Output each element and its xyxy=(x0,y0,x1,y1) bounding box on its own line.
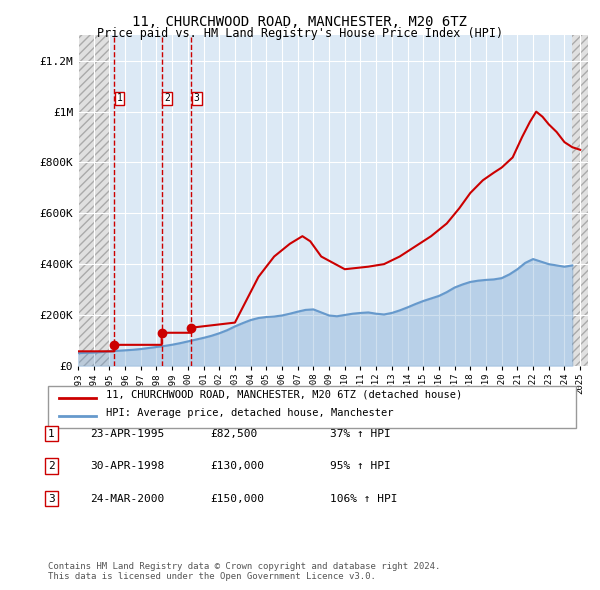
Text: 11, CHURCHWOOD ROAD, MANCHESTER, M20 6TZ: 11, CHURCHWOOD ROAD, MANCHESTER, M20 6TZ xyxy=(133,15,467,29)
Text: 3: 3 xyxy=(48,494,55,503)
Text: HPI: Average price, detached house, Manchester: HPI: Average price, detached house, Manc… xyxy=(106,408,394,418)
Text: 11, CHURCHWOOD ROAD, MANCHESTER, M20 6TZ (detached house): 11, CHURCHWOOD ROAD, MANCHESTER, M20 6TZ… xyxy=(106,389,463,399)
Text: £150,000: £150,000 xyxy=(210,494,264,503)
Text: 2: 2 xyxy=(164,93,170,103)
Text: 106% ↑ HPI: 106% ↑ HPI xyxy=(330,494,398,503)
Text: £130,000: £130,000 xyxy=(210,461,264,471)
Bar xyxy=(572,35,588,366)
Text: Price paid vs. HM Land Registry's House Price Index (HPI): Price paid vs. HM Land Registry's House … xyxy=(97,27,503,40)
FancyBboxPatch shape xyxy=(48,386,576,428)
Text: 1: 1 xyxy=(116,93,122,103)
Text: This data is licensed under the Open Government Licence v3.0.: This data is licensed under the Open Gov… xyxy=(48,572,376,581)
Text: 23-APR-1995: 23-APR-1995 xyxy=(90,429,164,438)
Text: 37% ↑ HPI: 37% ↑ HPI xyxy=(330,429,391,438)
Text: 24-MAR-2000: 24-MAR-2000 xyxy=(90,494,164,503)
Text: 1: 1 xyxy=(48,429,55,438)
Text: £82,500: £82,500 xyxy=(210,429,257,438)
Text: Contains HM Land Registry data © Crown copyright and database right 2024.: Contains HM Land Registry data © Crown c… xyxy=(48,562,440,571)
Text: 2: 2 xyxy=(48,461,55,471)
Text: 95% ↑ HPI: 95% ↑ HPI xyxy=(330,461,391,471)
Text: 30-APR-1998: 30-APR-1998 xyxy=(90,461,164,471)
Bar xyxy=(78,35,109,366)
Text: 3: 3 xyxy=(194,93,200,103)
